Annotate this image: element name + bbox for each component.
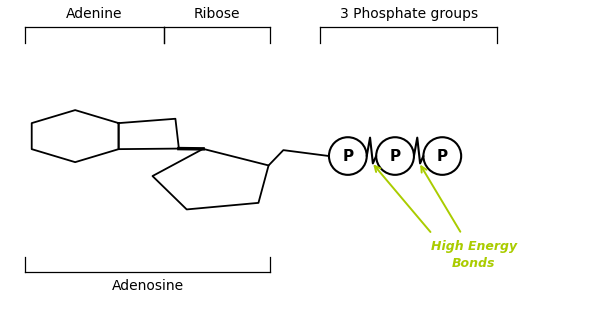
Text: 3 Phosphate groups: 3 Phosphate groups (340, 7, 478, 21)
Text: Ribose: Ribose (193, 7, 240, 21)
Text: Adenosine: Adenosine (111, 278, 183, 293)
Text: Adenine: Adenine (66, 7, 123, 21)
Ellipse shape (423, 137, 461, 175)
Ellipse shape (329, 137, 366, 175)
Text: High Energy
Bonds: High Energy Bonds (431, 240, 517, 270)
Ellipse shape (376, 137, 414, 175)
Text: P: P (436, 149, 448, 163)
Text: P: P (390, 149, 401, 163)
Text: P: P (342, 149, 353, 163)
